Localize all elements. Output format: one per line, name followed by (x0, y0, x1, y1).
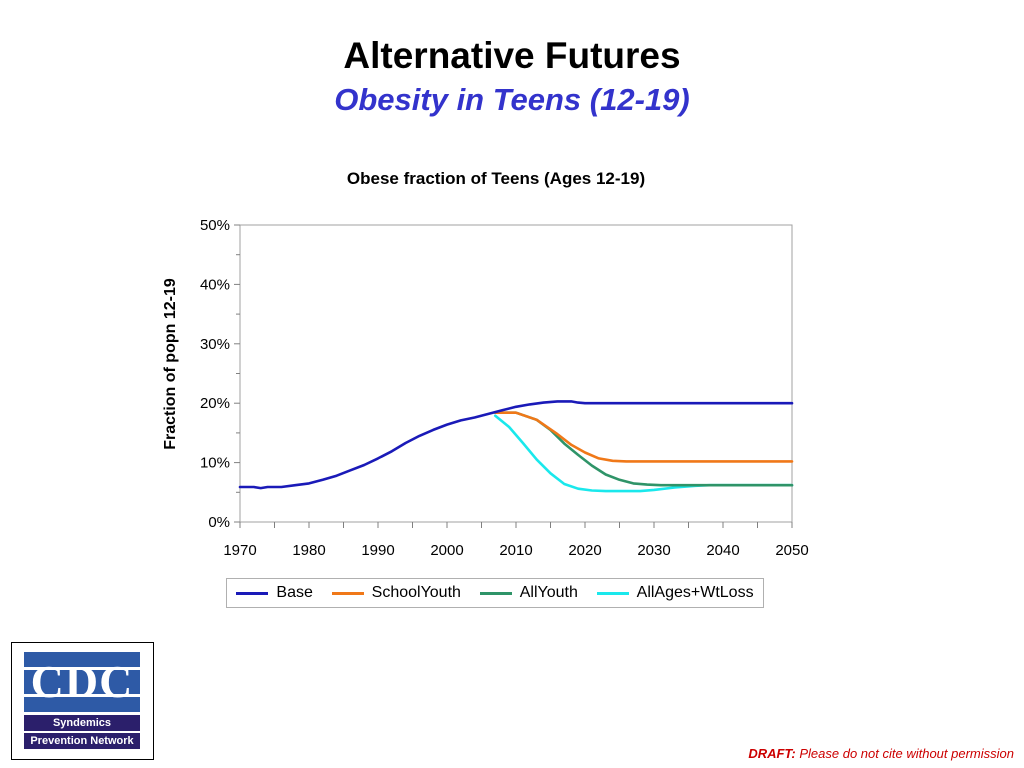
axes: 1970 1980 1990 2000 2010 2020 2030 2040 2050 0% 10… (200, 217, 809, 559)
legend-item-schoolyouth: SchoolYouth (331, 584, 461, 602)
x-tick-label: 2020 (568, 542, 601, 559)
logo-band-syndemics: Syndemics (24, 715, 140, 731)
y-tick-label: 0% (208, 514, 230, 531)
draft-note: Please do not cite without permission (799, 746, 1014, 761)
x-tick-label: 2050 (775, 542, 808, 559)
y-tick-label: 10% (200, 455, 230, 472)
legend-item-allages-wtloss: AllAges+WtLoss (596, 584, 754, 602)
x-tick-label: 1980 (292, 542, 325, 559)
legend-item-base: Base (236, 584, 313, 602)
y-axis-label: Fraction of popn 12-19 (162, 278, 179, 450)
x-tick-label: 2030 (637, 542, 670, 559)
legend-label-base: Base (276, 584, 313, 601)
slide-subtitle: Obesity in Teens (12-19) (334, 82, 690, 117)
series-line-schoolyouth (494, 411, 794, 463)
cdc-logo-text: CDC (30, 656, 134, 707)
series-line-base (238, 400, 794, 490)
slide-title: Alternative Futures (343, 35, 681, 76)
draft-notice: DRAFT: Please do not cite without permis… (748, 746, 1014, 761)
x-tick-label: 1970 (223, 542, 256, 559)
series-line-allages-wtloss (494, 414, 794, 493)
chart-legend: Base SchoolYouth AllYouth AllAges+WtLoss (226, 578, 764, 608)
legend-swatch-base (236, 591, 269, 595)
x-tick-label: 2010 (499, 542, 532, 559)
x-tick-label: 2040 (706, 542, 739, 559)
legend-label-schoolyouth: SchoolYouth (371, 584, 461, 601)
logo-band-prevention-network: Prevention Network (24, 733, 140, 749)
y-tick-label: 30% (200, 336, 230, 353)
x-tick-label: 2000 (430, 542, 463, 559)
legend-item-allyouth: AllYouth (479, 584, 578, 602)
chart-title: Obese fraction of Teens (Ages 12-19) (347, 169, 645, 188)
y-tick-label: 20% (200, 395, 230, 412)
x-tick-label: 1990 (361, 542, 394, 559)
series-lines (238, 400, 794, 493)
cdc-logo: CDC Syndemics Prevention Network (11, 642, 154, 760)
draft-label: DRAFT: (748, 746, 796, 761)
legend-swatch-allages-wtloss (596, 591, 629, 595)
legend-label-allyouth: AllYouth (519, 584, 578, 601)
y-tick-label: 40% (200, 276, 230, 293)
legend-label-allages-wtloss: AllAges+WtLoss (636, 584, 754, 601)
cdc-logo-mark: CDC (24, 652, 140, 712)
y-tick-label: 50% (200, 217, 230, 234)
plot-area (239, 224, 793, 523)
legend-swatch-schoolyouth (331, 591, 364, 595)
legend-swatch-allyouth (479, 591, 512, 595)
